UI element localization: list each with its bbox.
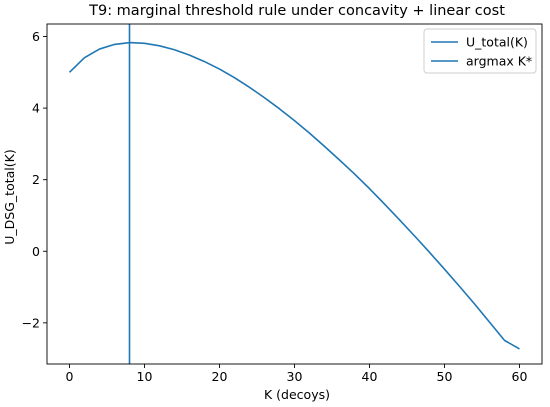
x-tick-label: 40 bbox=[362, 369, 378, 384]
x-tick-label: 50 bbox=[437, 369, 453, 384]
y-tick-label: 4 bbox=[32, 101, 40, 116]
x-axis-label: K (decoys) bbox=[264, 387, 330, 402]
y-tick-label: 6 bbox=[32, 29, 40, 44]
y-tick-label: 0 bbox=[32, 244, 40, 259]
y-axis: −2 0 2 4 6 bbox=[22, 29, 47, 330]
legend-label: argmax K* bbox=[466, 54, 532, 69]
plot-area bbox=[46, 23, 543, 365]
x-tick-label: 10 bbox=[137, 369, 153, 384]
series-line-utotal bbox=[68, 41, 520, 350]
x-tick-label: 30 bbox=[287, 369, 303, 384]
series-layer bbox=[68, 24, 520, 364]
y-axis-label: U_DSG_total(K) bbox=[2, 149, 17, 244]
y-tick-label: −2 bbox=[22, 315, 40, 330]
plot-background bbox=[47, 24, 542, 364]
legend-box bbox=[423, 28, 537, 74]
legend-label: U_total(K) bbox=[466, 35, 528, 50]
chart-title: T9: marginal threshold rule under concav… bbox=[88, 3, 505, 19]
legend: U_total(K)argmax K* bbox=[423, 28, 537, 74]
x-axis: 0 10 20 30 40 50 60 bbox=[66, 364, 528, 384]
x-tick-label: 0 bbox=[66, 369, 74, 384]
y-tick-label: 2 bbox=[32, 172, 40, 187]
x-tick-label: 20 bbox=[212, 369, 228, 384]
x-tick-label: 60 bbox=[512, 369, 528, 384]
